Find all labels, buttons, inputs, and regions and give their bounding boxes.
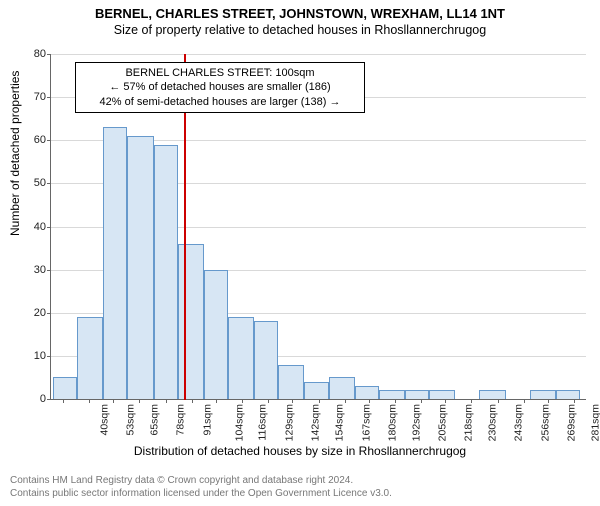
- xtick-mark: [63, 399, 64, 403]
- xtick-mark: [139, 399, 140, 403]
- histogram-bar: [228, 317, 254, 399]
- ytick-mark: [47, 54, 51, 55]
- xtick-mark: [216, 399, 217, 403]
- xtick-label: 116sqm: [257, 404, 269, 441]
- xtick-mark: [166, 399, 167, 403]
- annotation-line-3: 42% of semi-detached houses are larger (…: [82, 95, 358, 109]
- xtick-mark: [445, 399, 446, 403]
- ytick-mark: [47, 140, 51, 141]
- histogram-bar: [127, 136, 153, 399]
- xtick-label: 78sqm: [175, 404, 187, 436]
- xtick-mark: [319, 399, 320, 403]
- xtick-label: 91sqm: [201, 404, 213, 436]
- xtick-label: 243sqm: [513, 404, 525, 441]
- xtick-label: 65sqm: [149, 404, 161, 436]
- xtick-mark: [395, 399, 396, 403]
- xtick-label: 180sqm: [386, 404, 398, 441]
- ytick-label: 60: [22, 134, 46, 146]
- ytick-label: 0: [22, 393, 46, 405]
- xtick-label: 142sqm: [310, 404, 322, 441]
- ytick-mark: [47, 227, 51, 228]
- xtick-mark: [192, 399, 193, 403]
- xtick-label: 154sqm: [334, 404, 346, 441]
- footer-line-2: Contains public sector information licen…: [10, 488, 590, 501]
- footer-attribution: Contains HM Land Registry data © Crown c…: [10, 475, 590, 500]
- ytick-mark: [47, 270, 51, 271]
- histogram-bar: [355, 386, 379, 399]
- xtick-mark: [268, 399, 269, 403]
- histogram-bar: [304, 382, 328, 399]
- chart-title-sub: Size of property relative to detached ho…: [0, 23, 600, 37]
- histogram-bar: [178, 244, 204, 399]
- histogram-bar: [405, 390, 429, 399]
- histogram-bar: [154, 145, 178, 399]
- chart-title-main: BERNEL, CHARLES STREET, JOHNSTOWN, WREXH…: [0, 6, 600, 21]
- y-axis-label: Number of detached properties: [8, 71, 22, 236]
- xtick-mark: [369, 399, 370, 403]
- ytick-label: 40: [22, 221, 46, 233]
- histogram-bar: [379, 390, 405, 399]
- xtick-mark: [292, 399, 293, 403]
- plot-area: 0102030405060708040sqm53sqm65sqm78sqm91s…: [50, 54, 586, 400]
- xtick-label: 129sqm: [283, 404, 295, 441]
- xtick-mark: [548, 399, 549, 403]
- xtick-label: 40sqm: [99, 404, 111, 436]
- histogram-bar: [329, 377, 355, 399]
- xtick-mark: [574, 399, 575, 403]
- xtick-label: 281sqm: [589, 404, 600, 441]
- ytick-mark: [47, 313, 51, 314]
- chart-area: 0102030405060708040sqm53sqm65sqm78sqm91s…: [50, 54, 586, 430]
- annotation-box: BERNEL CHARLES STREET: 100sqm← 57% of de…: [75, 62, 365, 113]
- xtick-mark: [345, 399, 346, 403]
- xtick-label: 104sqm: [233, 404, 245, 441]
- xtick-label: 205sqm: [436, 404, 448, 441]
- histogram-bar: [254, 321, 278, 399]
- ytick-mark: [47, 97, 51, 98]
- histogram-bar: [556, 390, 580, 399]
- ytick-label: 10: [22, 350, 46, 362]
- ytick-mark: [47, 399, 51, 400]
- histogram-bar: [429, 390, 455, 399]
- histogram-bar: [77, 317, 103, 399]
- annotation-line-1: BERNEL CHARLES STREET: 100sqm: [82, 66, 358, 80]
- histogram-bar: [278, 365, 304, 400]
- histogram-bar: [530, 390, 556, 399]
- xtick-label: 218sqm: [462, 404, 474, 441]
- xtick-mark: [524, 399, 525, 403]
- xtick-mark: [421, 399, 422, 403]
- xtick-label: 256sqm: [539, 404, 551, 441]
- xtick-label: 53sqm: [125, 404, 137, 436]
- xtick-mark: [471, 399, 472, 403]
- xtick-label: 230sqm: [487, 404, 499, 441]
- ytick-label: 80: [22, 48, 46, 60]
- footer-line-1: Contains HM Land Registry data © Crown c…: [10, 475, 590, 488]
- histogram-bar: [53, 377, 77, 399]
- ytick-mark: [47, 356, 51, 357]
- xtick-mark: [242, 399, 243, 403]
- grid-line: [51, 54, 586, 55]
- ytick-label: 70: [22, 91, 46, 103]
- histogram-bar: [479, 390, 505, 399]
- annotation-line-2: ← 57% of detached houses are smaller (18…: [82, 80, 358, 94]
- xtick-mark: [89, 399, 90, 403]
- ytick-label: 30: [22, 264, 46, 276]
- xtick-label: 269sqm: [565, 404, 577, 441]
- ytick-label: 20: [22, 307, 46, 319]
- xtick-label: 192sqm: [410, 404, 422, 441]
- xtick-mark: [498, 399, 499, 403]
- xtick-mark: [113, 399, 114, 403]
- ytick-label: 50: [22, 177, 46, 189]
- xtick-label: 167sqm: [360, 404, 372, 441]
- ytick-mark: [47, 183, 51, 184]
- histogram-bar: [204, 270, 228, 399]
- histogram-bar: [103, 127, 127, 399]
- x-axis-label: Distribution of detached houses by size …: [0, 444, 600, 458]
